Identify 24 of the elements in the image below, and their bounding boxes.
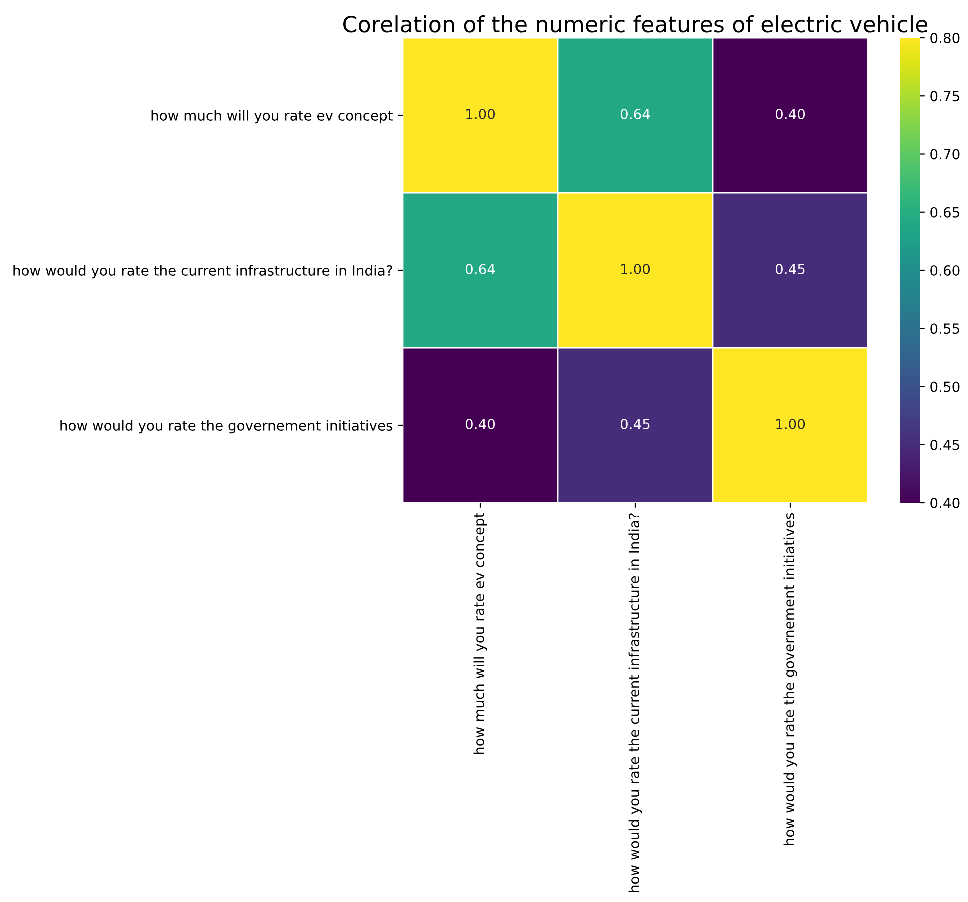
chart-title: Corelation of the numeric features of electric vehicle [344, 16, 928, 33]
color-bar-label: 0.45 [930, 440, 960, 450]
color-bar-label: 0.65 [930, 207, 960, 218]
data-label: 0.64 [466, 264, 496, 275]
data-label: 1.00 [622, 264, 650, 275]
x-tick-label: how would you rate the governement initiatives [784, 513, 798, 846]
y-tick-label: how would you rate the current infrastructure in India? [14, 265, 392, 279]
data-label: 0.40 [776, 109, 806, 120]
data-label: 0.64 [620, 109, 650, 120]
color-bar-label: 0.60 [930, 265, 960, 276]
data-label: 0.40 [466, 419, 496, 430]
data-label: 1.00 [776, 419, 806, 430]
color-bar-label: 0.70 [930, 149, 960, 160]
color-bar-label: 0.55 [930, 324, 960, 334]
data-label: 0.45 [776, 264, 805, 275]
data-label: 0.45 [620, 419, 650, 430]
color-bar-label: 0.80 [930, 32, 960, 44]
color-bar-label: 0.75 [930, 91, 960, 102]
color-bar-label: 0.40 [930, 498, 960, 508]
data-label: 1.00 [466, 109, 496, 120]
x-tick-label: how would you rate the current infrastructure in India? [628, 514, 642, 892]
color-bar-label: 0.50 [930, 382, 960, 392]
y-tick-label: how much will you rate ev concept [152, 110, 393, 124]
y-tick-label: how would you rate the governement initiatives [60, 420, 393, 434]
